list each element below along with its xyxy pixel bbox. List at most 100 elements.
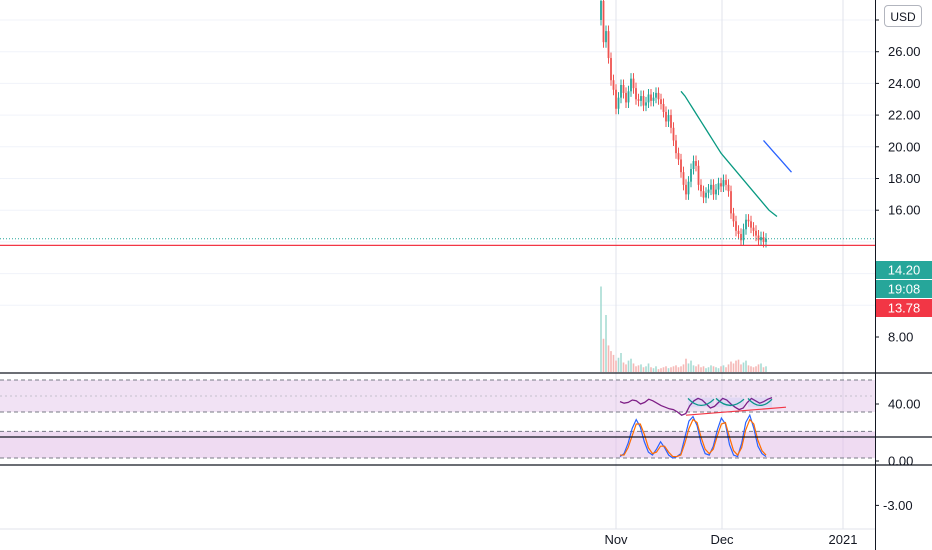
candle-body <box>655 92 657 98</box>
candle-body <box>737 230 740 234</box>
candle-body <box>677 153 680 160</box>
volume-bar <box>750 366 752 372</box>
x-tick-label: Dec <box>710 532 734 547</box>
candle-body <box>757 235 760 241</box>
grid <box>0 0 875 550</box>
level-price-label: 13.78 <box>888 301 921 316</box>
volume-bar <box>737 359 740 372</box>
rsi-highlight-arc <box>687 397 715 407</box>
candle-body <box>752 227 755 231</box>
volume-bar <box>657 369 660 372</box>
y-tick-label: 16.00 <box>888 203 921 218</box>
stoch-tick-label: 0.00 <box>888 454 913 469</box>
candle-body <box>712 184 715 195</box>
volume-bar <box>745 360 747 372</box>
volume-bar <box>637 365 640 372</box>
rsi-highlight-arc <box>747 397 773 407</box>
volume-bar <box>672 366 675 372</box>
volume-bar <box>710 365 712 372</box>
volume-bar <box>650 367 652 372</box>
volume-bar <box>702 366 705 372</box>
rsi-line <box>619 396 773 416</box>
volume-bar <box>747 365 750 372</box>
candle-body <box>637 99 640 101</box>
candle-body <box>635 88 637 100</box>
candle-body <box>680 159 682 173</box>
volume-bar <box>707 367 710 372</box>
candle-body <box>685 184 687 195</box>
moving-average-line-2 <box>763 140 792 173</box>
volume-bar <box>627 360 630 372</box>
volume-bar <box>697 364 700 372</box>
y-tick-label: 18.00 <box>888 171 921 186</box>
candle-body <box>717 183 720 190</box>
volume-bar <box>665 366 667 372</box>
candle-body <box>652 97 655 101</box>
volume-bar <box>732 363 735 372</box>
price-axis[interactable]: 28.0026.0024.0022.0020.0018.0016.0010.00… <box>875 13 921 513</box>
rsi-divergence-line <box>685 406 787 416</box>
volume-bar <box>602 338 605 372</box>
candle-body <box>617 97 620 109</box>
volume-bar <box>685 358 687 372</box>
volume-bar <box>742 362 745 372</box>
volume-bar <box>690 360 692 372</box>
price-labels: 14.20 19:08 13.78 <box>876 261 932 317</box>
indicator-lines <box>619 396 787 459</box>
volume-bar <box>667 368 670 372</box>
candle-body <box>625 92 627 103</box>
volume-bar <box>695 366 697 372</box>
candle-body <box>640 96 642 101</box>
candle-body <box>760 237 762 241</box>
candle-body <box>665 111 667 122</box>
overlays <box>0 90 875 246</box>
volume-bar <box>687 363 690 372</box>
candle-body <box>730 191 732 214</box>
candle-body <box>662 104 665 112</box>
stoch-k-line <box>619 413 767 459</box>
stoch-tick-label: -3.00 <box>883 498 913 513</box>
volume-bar <box>722 365 725 372</box>
candle-body <box>702 191 705 198</box>
candle-body <box>682 172 685 185</box>
moving-average-line <box>680 90 778 218</box>
candle-body <box>620 84 622 98</box>
candle-body <box>695 161 697 166</box>
volume-bar <box>662 367 665 372</box>
volume-bar <box>605 315 607 372</box>
candle-body <box>707 189 710 193</box>
volume-bar <box>630 358 632 372</box>
candle-body <box>630 78 632 92</box>
candle-body <box>627 91 630 103</box>
volume-bar <box>675 365 677 372</box>
y-tick-label: 20.00 <box>888 139 921 154</box>
volume-bar <box>607 345 610 372</box>
candle-body <box>742 229 745 241</box>
countdown-label: 19:08 <box>888 282 921 297</box>
currency-button[interactable]: USD <box>884 5 922 27</box>
volume-bar <box>712 366 715 372</box>
volume-bar <box>655 366 657 372</box>
last-price-label-bg <box>876 261 932 279</box>
volume-bar <box>735 360 737 372</box>
rsi-highlight-box <box>688 397 714 408</box>
y-tick-label: 24.00 <box>888 76 921 91</box>
candle-body <box>715 189 717 195</box>
candle-body <box>740 233 742 241</box>
candle-body <box>700 184 702 192</box>
candle-body <box>667 115 670 122</box>
y-tick-label: 26.00 <box>888 44 921 59</box>
time-axis[interactable]: Nov Dec 2021 <box>604 532 857 547</box>
volume-bar <box>642 367 645 372</box>
candle-body <box>747 219 750 222</box>
candle-body <box>755 230 757 236</box>
volume-bar <box>680 366 682 372</box>
volume-bar <box>622 362 625 372</box>
x-tick-label: 2021 <box>829 532 858 547</box>
candle-body <box>690 168 692 182</box>
candle-body <box>765 238 767 242</box>
candle-body <box>725 180 727 185</box>
last-price-label: 14.20 <box>888 263 921 278</box>
